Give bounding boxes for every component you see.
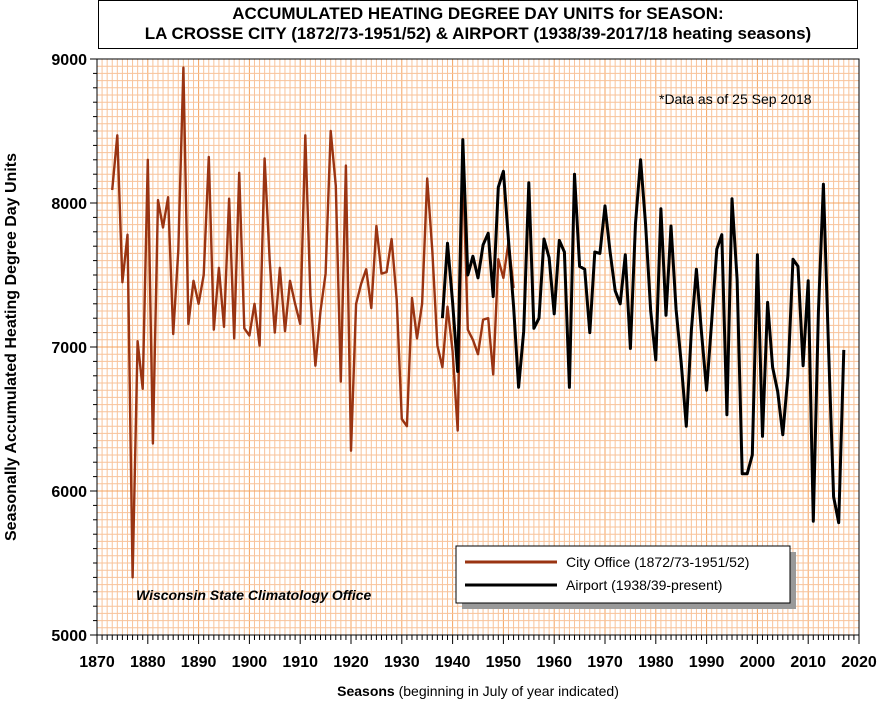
x-tick-label: 2020 — [841, 654, 877, 671]
plot-frame — [96, 58, 860, 636]
x-tick-label: 1980 — [638, 654, 674, 671]
y-tick-label: 5000 — [51, 628, 87, 645]
series-line-airport — [440, 138, 846, 525]
x-tick-label: 1880 — [130, 654, 166, 671]
x-tick-label: 1940 — [435, 654, 471, 671]
x-tick-label: 1990 — [689, 654, 725, 671]
x-axis-label: Seasons (beginning in July of year indic… — [337, 683, 619, 699]
legend-label-city: City Office (1872/73-1951/52) — [566, 554, 749, 570]
x-tick-label: 1870 — [79, 654, 115, 671]
legend-label-airport: Airport (1938/39-present) — [566, 577, 722, 593]
x-tick-label: 1890 — [181, 654, 217, 671]
x-tick-label: 1900 — [232, 654, 268, 671]
x-tick-label: 1970 — [587, 654, 623, 671]
annotation: *Data as of 25 Sep 2018 — [659, 91, 812, 107]
y-axis-label: Seasonally Accumulated Heating Degree Da… — [3, 153, 20, 541]
chart-subtitle: LA CROSSE CITY (1872/73-1951/52) & AIRPO… — [144, 24, 812, 43]
grid — [97, 59, 859, 635]
x-axis-label-rest: (beginning in July of year indicated) — [399, 683, 619, 699]
tick-labels: 1870 1880 1890 1900 1910 1920 1930 1940 1950 1960… — [51, 52, 876, 671]
x-tick-label: 2010 — [790, 654, 826, 671]
x-tick-label: 1960 — [536, 654, 572, 671]
y-tick-label: 6000 — [51, 484, 87, 501]
x-tick-label: 1930 — [384, 654, 420, 671]
x-tick-label: 1910 — [282, 654, 318, 671]
x-tick-label: 1950 — [486, 654, 522, 671]
minor-ticks — [90, 58, 860, 644]
legend: City Office (1872/73-1951/52) Airport (1… — [455, 545, 796, 609]
title-box: ACCUMULATED HEATING DEGREE DAY UNITS for… — [98, 0, 858, 49]
x-tick-label: 2000 — [740, 654, 776, 671]
series-lines — [111, 66, 846, 579]
legend-box — [455, 545, 791, 604]
x-axis-label-bold: Seasons — [337, 683, 395, 699]
y-tick-label: 7000 — [51, 340, 87, 357]
series-line-city — [111, 66, 515, 579]
y-tick-label: 8000 — [51, 196, 87, 213]
x-tick-label: 1920 — [333, 654, 369, 671]
chart-title: ACCUMULATED HEATING DEGREE DAY UNITS for… — [232, 4, 724, 23]
y-tick-label: 9000 — [51, 52, 87, 69]
credit-text: Wisconsin State Climatology Office — [136, 587, 372, 603]
